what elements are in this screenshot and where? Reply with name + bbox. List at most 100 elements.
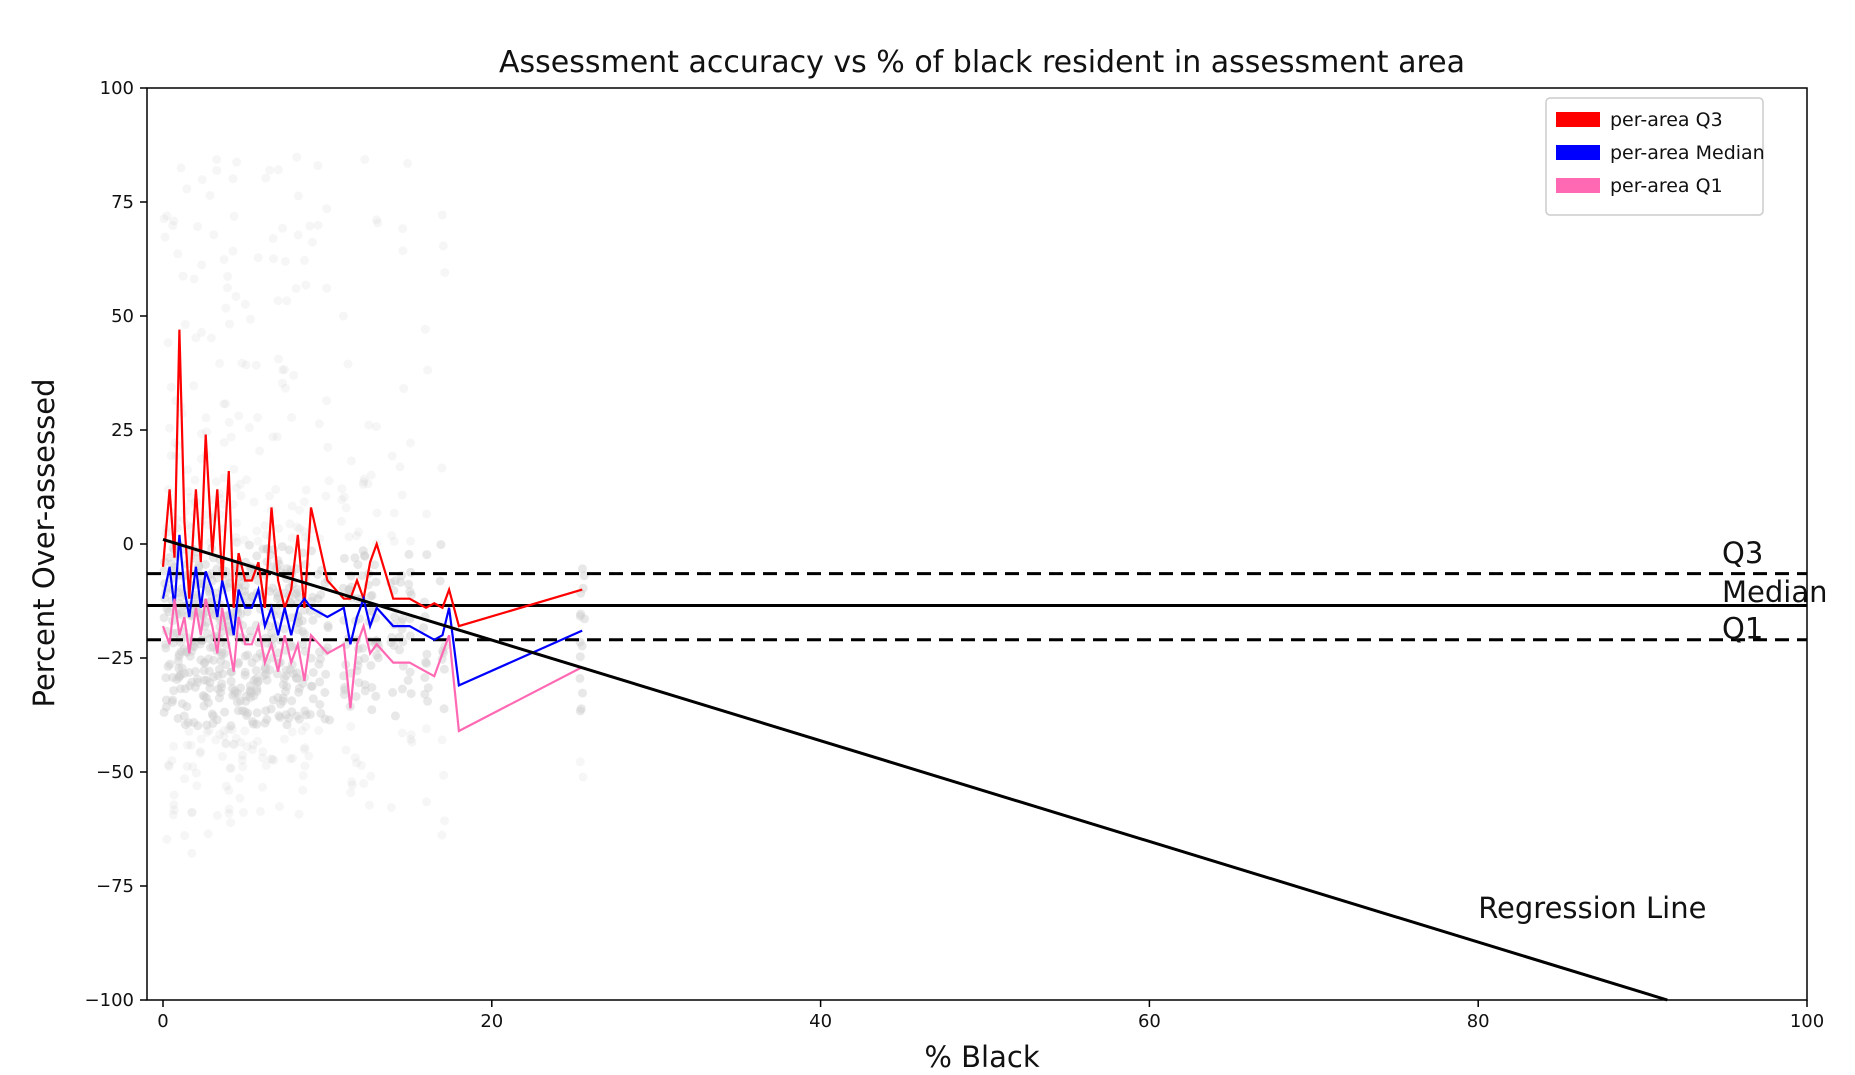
scatter-point xyxy=(243,708,253,718)
legend-box xyxy=(1545,97,1764,216)
scatter-point xyxy=(180,320,190,329)
scatter-point xyxy=(189,642,199,652)
scatter-point xyxy=(208,718,218,728)
scatter-point xyxy=(224,809,234,818)
scatter-point xyxy=(185,681,195,691)
scatter-point xyxy=(297,616,307,626)
scatter-point xyxy=(244,540,254,550)
scatter-point xyxy=(287,642,296,652)
scatter-point xyxy=(262,675,272,685)
scatter-point xyxy=(346,456,356,466)
scatter-point xyxy=(193,222,203,231)
scatter-point xyxy=(173,656,183,666)
scatter-point xyxy=(245,692,255,702)
y-tick-label: −100 xyxy=(85,990,134,1011)
scatter-point xyxy=(195,639,205,649)
scatter-point xyxy=(229,739,238,749)
scatter-point xyxy=(421,724,431,734)
scatter-point xyxy=(282,720,292,730)
scatter-point xyxy=(575,706,585,716)
scatter-point xyxy=(198,691,208,700)
scatter-point xyxy=(337,484,347,494)
scatter-point xyxy=(197,429,206,439)
scatter-point xyxy=(240,299,250,309)
scatter-point xyxy=(354,678,364,688)
scatter-point xyxy=(225,764,235,774)
scatter-point xyxy=(265,165,275,175)
scatter-point xyxy=(274,711,284,721)
scatter-point xyxy=(298,771,308,780)
scatter-point xyxy=(294,618,304,628)
scatter-point xyxy=(204,725,214,735)
scatter-point xyxy=(205,643,215,652)
scatter-point xyxy=(359,477,369,487)
scatter-point xyxy=(187,677,197,687)
series-per-area-q1 xyxy=(161,598,583,733)
scatter-point xyxy=(227,684,237,693)
scatter-point xyxy=(272,669,282,679)
chart-title: Assessment accuracy vs % of black reside… xyxy=(499,45,1465,80)
scatter-point xyxy=(177,607,187,617)
scatter-point xyxy=(301,280,311,290)
scatter-point xyxy=(322,204,332,214)
scatter-point xyxy=(211,477,221,487)
scatter-point xyxy=(282,682,292,692)
scatter-point xyxy=(251,653,261,663)
scatter-point xyxy=(292,522,302,532)
scatter-point xyxy=(178,271,188,281)
scatter-point xyxy=(276,699,285,709)
scatter-point xyxy=(230,689,240,699)
scatter-point xyxy=(241,696,251,706)
scatter-point xyxy=(268,754,277,764)
scatter-point xyxy=(252,551,262,561)
scatter-point xyxy=(287,727,297,737)
scatter-point xyxy=(249,691,259,701)
scatter-point xyxy=(167,756,177,765)
scatter-point xyxy=(290,590,300,600)
scatter-point xyxy=(159,214,169,224)
scatter-point xyxy=(160,593,170,603)
scatter-point xyxy=(266,704,276,714)
scatter-point xyxy=(301,710,311,720)
scatter-point xyxy=(169,686,179,696)
scatter-point xyxy=(347,780,357,790)
scatter-point xyxy=(397,614,407,624)
scatter-point xyxy=(396,577,405,587)
scatter-point xyxy=(301,722,311,732)
scatter-point xyxy=(360,154,370,164)
scatter-point xyxy=(176,684,186,694)
scatter-point xyxy=(315,647,324,657)
scatter-point xyxy=(292,584,302,594)
scatter-point xyxy=(201,693,211,703)
scatter-point xyxy=(247,658,257,668)
scatter-point xyxy=(399,384,409,393)
scatter-point xyxy=(261,669,271,679)
scatter-point xyxy=(176,592,186,602)
scatter-point xyxy=(196,655,206,665)
scatter-point xyxy=(168,221,178,231)
scatter-point xyxy=(321,669,331,679)
annotations: Regression Line xyxy=(1478,891,1706,925)
scatter-point xyxy=(407,737,417,747)
scatter-point xyxy=(172,675,182,684)
scatter-point xyxy=(277,542,287,552)
scatter-point xyxy=(217,679,227,689)
scatter-point xyxy=(234,411,244,421)
scatter-point xyxy=(189,381,199,391)
scatter-point xyxy=(180,720,190,730)
scatter-point xyxy=(163,661,173,671)
scatter-point xyxy=(249,675,259,685)
scatter-point xyxy=(199,692,209,702)
scatter-point xyxy=(370,560,379,570)
scatter-point xyxy=(292,711,302,721)
scatter-point xyxy=(398,224,408,234)
scatter-point xyxy=(422,649,432,659)
scatter-point xyxy=(398,246,408,256)
scatter-point xyxy=(226,763,236,773)
scatter-point xyxy=(245,626,255,636)
series-lines xyxy=(161,329,1668,1002)
scatter-point xyxy=(440,268,450,278)
scatter-point xyxy=(580,614,589,624)
scatter-point xyxy=(271,485,281,494)
scatter-point xyxy=(236,737,246,747)
